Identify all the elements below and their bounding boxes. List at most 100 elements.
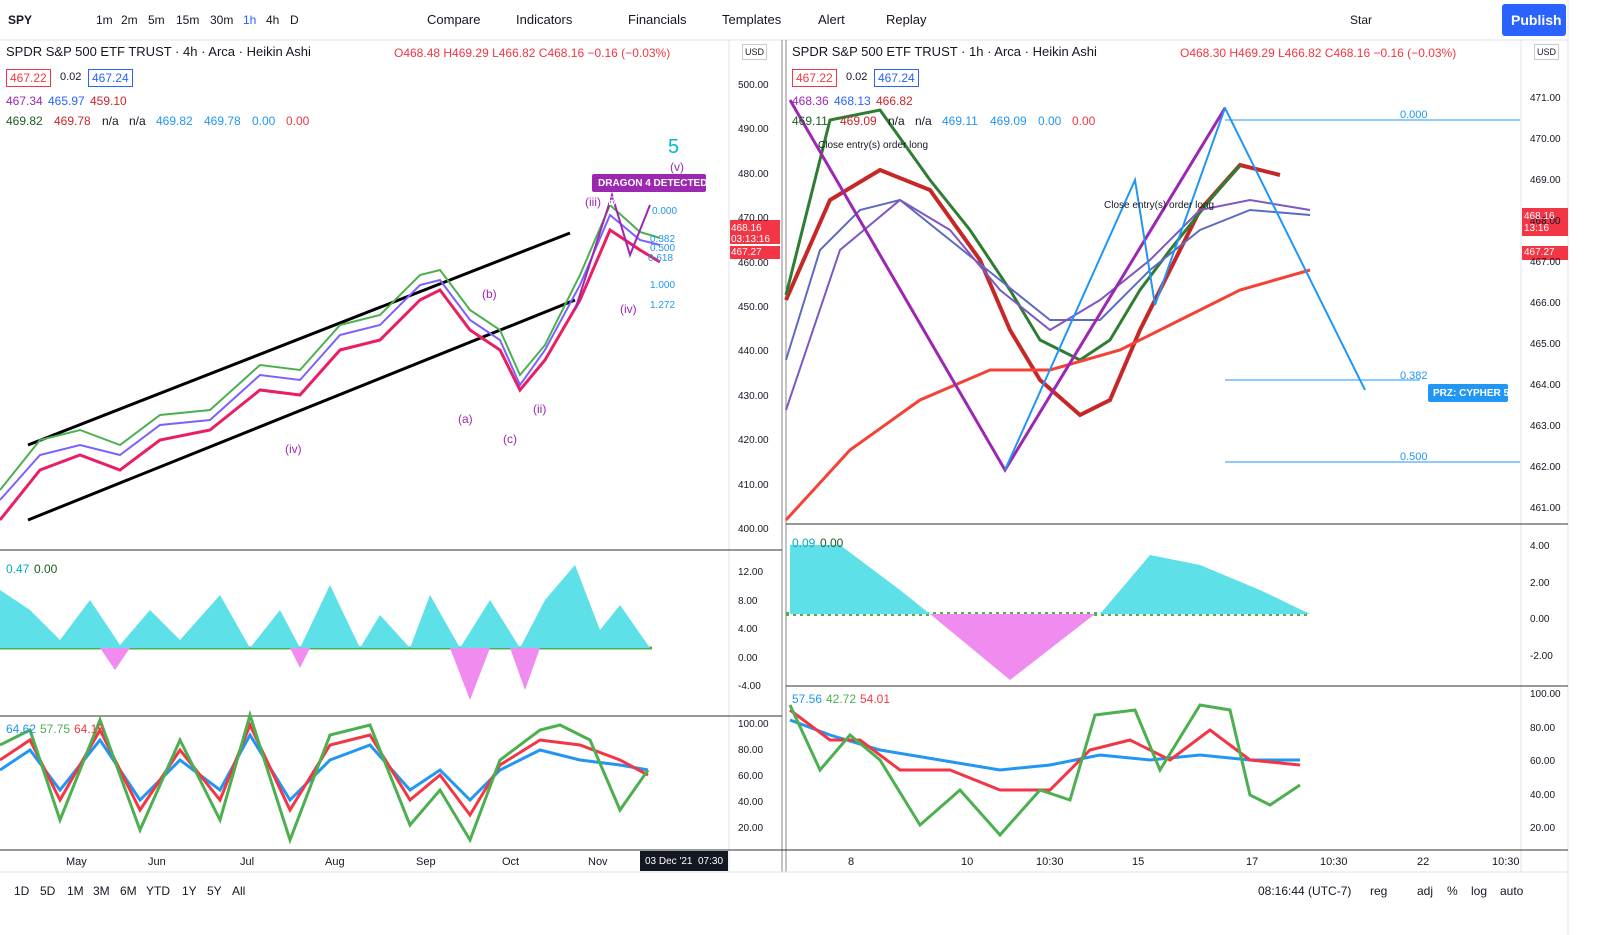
price-label: 13:16 [1524, 223, 1550, 234]
ma-value: 0.00 [1038, 114, 1062, 128]
range-button[interactable]: 1Y [182, 884, 197, 898]
range-button[interactable]: 6M [120, 884, 137, 898]
y-tick-label: 464.00 [1530, 380, 1561, 391]
chart-title: SPDR S&P 500 ETF TRUST · 1h · Arca · Hei… [792, 44, 1097, 59]
x-tick-label: 10:30 [1036, 856, 1064, 868]
toolbar-button[interactable]: Indicators [516, 12, 573, 27]
y-tick-label: 0.00 [1530, 614, 1550, 626]
y-tick-label: 467.00 [1530, 257, 1561, 268]
toolbar-button[interactable]: Templates [722, 12, 782, 27]
annotation: B [608, 194, 617, 208]
interval[interactable]: 30m [210, 13, 234, 27]
scale-option[interactable]: auto [1500, 884, 1524, 898]
y-tick-label: 471.00 [1530, 93, 1561, 104]
publish-bg[interactable] [1502, 4, 1566, 36]
y-tick-label: 60.00 [1530, 756, 1556, 767]
publish-button[interactable]: Publish [1511, 12, 1562, 28]
interval[interactable]: 4h [266, 13, 280, 27]
osc-value: 0.09 [792, 536, 816, 550]
toolbar-button[interactable]: Compare [427, 12, 481, 27]
bid: 467.22 [792, 69, 837, 87]
interval[interactable]: 5m [148, 13, 165, 27]
y-tick-label: 469.00 [1530, 175, 1561, 186]
annotation: DRAGON 4 DETECTED [598, 178, 708, 189]
ma-value: 469.09 [840, 114, 877, 128]
price-label-bg [730, 220, 780, 244]
price-label-bg [730, 246, 780, 259]
layout-name[interactable]: Star [1350, 13, 1373, 27]
fib-label: 1.272 [650, 300, 676, 311]
range-button[interactable]: 1D [14, 884, 30, 898]
y-tick-label: 490.00 [738, 124, 769, 136]
currency: USD [1534, 44, 1560, 60]
y-tick-label: 470.00 [1530, 134, 1561, 145]
x-tick-label: May [66, 856, 87, 868]
pattern [1004, 105, 1366, 471]
ma-value: 0.00 [252, 114, 276, 128]
ma-value: 469.78 [54, 114, 91, 128]
y-tick-label: 80.00 [1530, 722, 1556, 734]
rsi-line [789, 708, 1301, 792]
range-button[interactable]: 5D [40, 884, 56, 898]
ma-value: n/a [129, 114, 146, 128]
interval[interactable]: 2m [121, 13, 138, 27]
range-button[interactable]: 5Y [207, 884, 222, 898]
x-tick-label: 15 [1132, 856, 1145, 868]
range-button[interactable]: 3M [93, 884, 110, 898]
date-label-bg [640, 851, 728, 871]
scale-option[interactable]: reg [1370, 884, 1388, 898]
scale-option[interactable]: adj [1417, 884, 1434, 898]
histogram [790, 545, 1310, 614]
toolbar-button[interactable]: Financials [628, 12, 687, 27]
y-tick-label: 4.00 [1530, 541, 1550, 552]
x-tick-label: 10 [961, 856, 974, 868]
price-label: 468.16 [1524, 211, 1555, 222]
scale-option[interactable]: % [1447, 884, 1458, 898]
annotation: (b) [482, 287, 497, 301]
interval[interactable]: 1h [243, 13, 257, 27]
y-tick-label: 500.00 [738, 80, 769, 91]
range-button[interactable]: YTD [146, 884, 170, 898]
ma-value: 0.00 [286, 114, 310, 128]
y-tick-label: 450.00 [738, 302, 769, 313]
bid: 467.22 [6, 69, 51, 87]
ma-value: n/a [915, 114, 932, 128]
ma-value: 466.82 [876, 94, 913, 108]
interval[interactable]: D [290, 13, 299, 27]
y-tick-label: -2.00 [1530, 651, 1553, 662]
range-button[interactable]: 1M [67, 884, 84, 898]
rsi-line [0, 732, 649, 803]
y-tick-label: -4.00 [738, 681, 761, 692]
price-label-bg [1522, 208, 1568, 236]
range-button[interactable]: All [232, 884, 246, 898]
annotation: Close entry(s) order long [818, 140, 929, 151]
ohlc: O468.30 H469.29 L466.82 C468.16 −0.16 (−… [1180, 46, 1457, 60]
ma-value: n/a [102, 114, 119, 128]
fib-label: 0.618 [648, 253, 674, 264]
histogram [930, 614, 1095, 680]
toolbar-button[interactable]: Alert [818, 12, 845, 27]
fib-label: 0.000 [652, 206, 678, 217]
annotation: C [1001, 477, 1010, 491]
scale-option[interactable]: log [1471, 884, 1488, 898]
time-label: 07:30 [698, 856, 724, 867]
trendline [27, 298, 576, 522]
interval[interactable]: 1m [96, 13, 113, 27]
annotation: (ii) [533, 402, 547, 416]
ma-value: 468.13 [834, 94, 871, 108]
y-tick-label: 460.00 [738, 257, 769, 269]
rsi-value: 54.01 [860, 692, 891, 706]
ask: 467.24 [874, 69, 919, 87]
x-tick-label: Jun [148, 856, 166, 868]
y-tick-label: 466.00 [1530, 298, 1561, 309]
annotation-bg [1428, 384, 1508, 402]
symbol[interactable]: SPY [8, 13, 33, 27]
toolbar-button[interactable]: Replay [886, 12, 927, 27]
ma-value: 469.78 [204, 114, 241, 128]
ma-value: n/a [888, 114, 905, 128]
y-tick-label: 461.00 [1530, 503, 1561, 514]
price-label-bg [1522, 246, 1568, 260]
interval[interactable]: 15m [176, 13, 200, 27]
y-tick-label: 0.00 [738, 652, 758, 664]
annotation: D [639, 194, 648, 208]
